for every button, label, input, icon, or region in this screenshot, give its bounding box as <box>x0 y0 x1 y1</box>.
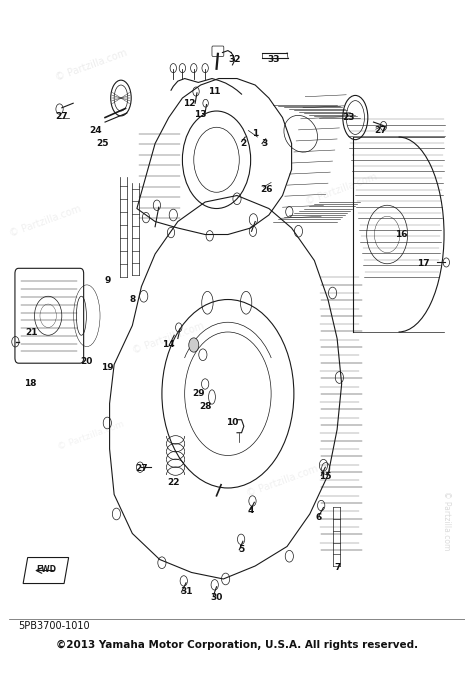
Text: 29: 29 <box>192 389 205 398</box>
Text: 9: 9 <box>104 276 110 284</box>
Text: © Partzilla.com: © Partzilla.com <box>54 48 128 83</box>
Text: 33: 33 <box>267 55 280 64</box>
Text: 24: 24 <box>90 126 102 135</box>
Text: 23: 23 <box>342 113 355 122</box>
Text: 16: 16 <box>394 230 407 239</box>
Text: 25: 25 <box>97 139 109 148</box>
Text: © Partzilla.com: © Partzilla.com <box>9 204 83 239</box>
Text: 8: 8 <box>129 295 136 304</box>
Text: © Partzilla.com: © Partzilla.com <box>57 420 126 452</box>
Text: 3: 3 <box>261 139 267 148</box>
Text: 11: 11 <box>208 87 220 96</box>
Text: 20: 20 <box>81 357 93 366</box>
Text: 21: 21 <box>25 328 37 336</box>
Text: 12: 12 <box>183 99 195 108</box>
Text: 17: 17 <box>417 259 430 268</box>
Text: 28: 28 <box>199 402 211 411</box>
Circle shape <box>189 338 199 352</box>
Text: 30: 30 <box>210 592 223 602</box>
Text: © Partzilla.com: © Partzilla.com <box>304 171 379 206</box>
Text: 1: 1 <box>252 129 258 138</box>
Text: 14: 14 <box>163 341 175 349</box>
Text: © Partzilla.com: © Partzilla.com <box>246 464 319 499</box>
Text: 13: 13 <box>194 110 207 118</box>
Text: 5PB3700-1010: 5PB3700-1010 <box>18 621 90 631</box>
Text: 5: 5 <box>238 545 245 554</box>
Text: 15: 15 <box>319 472 332 481</box>
Text: 26: 26 <box>260 185 273 194</box>
Text: 22: 22 <box>167 478 180 487</box>
Text: © Partzilla.com: © Partzilla.com <box>132 321 206 356</box>
Text: 10: 10 <box>226 418 238 427</box>
Text: 4: 4 <box>247 506 254 515</box>
Text: 6: 6 <box>316 512 322 522</box>
Text: 32: 32 <box>228 55 241 64</box>
Text: 19: 19 <box>101 364 114 372</box>
Text: 27: 27 <box>374 126 387 135</box>
Text: 27: 27 <box>135 464 148 473</box>
Text: 2: 2 <box>241 139 247 148</box>
Text: 7: 7 <box>334 563 340 572</box>
Text: 31: 31 <box>181 588 193 596</box>
Text: FWD: FWD <box>36 565 56 573</box>
Text: © Partzilla.com: © Partzilla.com <box>442 491 451 550</box>
Text: 27: 27 <box>55 112 68 121</box>
Text: 18: 18 <box>24 380 36 389</box>
Text: ©2013 Yamaha Motor Corporation, U.S.A. All rights reserved.: ©2013 Yamaha Motor Corporation, U.S.A. A… <box>56 640 418 651</box>
